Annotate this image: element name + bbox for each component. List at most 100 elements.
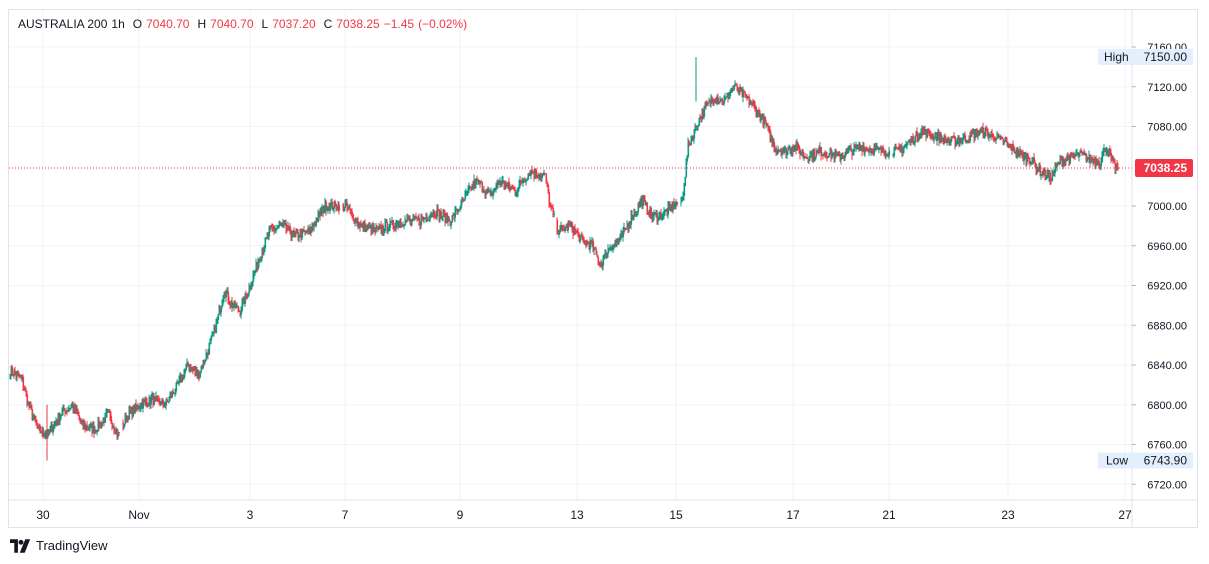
candle-5 bbox=[14, 366, 17, 376]
candle-968 bbox=[977, 130, 980, 141]
candle-622 bbox=[631, 209, 634, 222]
candle-33 bbox=[42, 426, 45, 439]
candle-831 bbox=[840, 153, 843, 165]
candle-1059 bbox=[1068, 154, 1071, 167]
candle-417 bbox=[426, 213, 429, 223]
candle-782 bbox=[791, 145, 794, 157]
candle-553 bbox=[562, 225, 565, 232]
tradingview-attribution[interactable]: TradingView bbox=[10, 538, 108, 553]
candle-75 bbox=[84, 420, 87, 433]
candle-890 bbox=[899, 144, 902, 153]
candle-232 bbox=[241, 298, 244, 313]
candle-893 bbox=[902, 146, 905, 157]
candle-590 bbox=[599, 261, 602, 268]
candle-391 bbox=[400, 217, 403, 229]
candle-695 bbox=[704, 101, 707, 109]
candle-497 bbox=[506, 182, 509, 188]
candle-298 bbox=[307, 224, 310, 235]
candle-562 bbox=[571, 221, 574, 233]
candle-190 bbox=[199, 371, 202, 379]
candle-314 bbox=[323, 205, 326, 214]
candle-12 bbox=[21, 374, 24, 382]
candle-428 bbox=[437, 204, 440, 211]
candle-819 bbox=[828, 153, 831, 158]
candle-681 bbox=[690, 135, 693, 146]
candle-999 bbox=[1008, 143, 1011, 149]
candle-231 bbox=[240, 306, 243, 319]
candle-318 bbox=[327, 206, 330, 214]
candle-860 bbox=[869, 145, 872, 153]
low-badge bbox=[1098, 452, 1193, 469]
candle-254 bbox=[263, 245, 266, 256]
candle-386 bbox=[395, 219, 398, 233]
candle-1082 bbox=[1091, 155, 1094, 163]
candle-466 bbox=[475, 177, 478, 189]
candle-266 bbox=[275, 227, 278, 234]
candle-869 bbox=[878, 147, 881, 154]
candle-966 bbox=[975, 128, 978, 137]
candle-998 bbox=[1007, 141, 1010, 149]
symbol-legend: AUSTRALIA 200 1h O 7040.70 H 7040.70 L 7037… bbox=[18, 17, 467, 31]
candle-115 bbox=[124, 413, 127, 427]
candle-71 bbox=[80, 417, 83, 425]
candle-780 bbox=[789, 145, 792, 155]
candle-233 bbox=[242, 296, 245, 307]
candle-339 bbox=[348, 204, 351, 210]
candle-884 bbox=[893, 146, 896, 159]
candle-909 bbox=[918, 132, 921, 142]
candle-579 bbox=[588, 241, 591, 251]
candle-764 bbox=[773, 138, 776, 153]
candle-1044 bbox=[1053, 169, 1056, 177]
candle-861 bbox=[870, 147, 873, 157]
candle-352 bbox=[361, 223, 364, 228]
candle-494 bbox=[503, 180, 506, 190]
candle-455 bbox=[464, 190, 467, 202]
candle-440 bbox=[449, 220, 452, 227]
candle-1068 bbox=[1077, 152, 1080, 158]
candle-401 bbox=[410, 218, 413, 227]
candle-516 bbox=[525, 179, 528, 186]
candle-169 bbox=[178, 375, 181, 387]
candle-354 bbox=[363, 220, 366, 232]
candle-96 bbox=[105, 408, 108, 418]
candle-631 bbox=[640, 195, 643, 207]
candle-439 bbox=[448, 215, 451, 222]
candle-121 bbox=[130, 406, 133, 415]
candle-39 bbox=[48, 429, 51, 437]
candle-714 bbox=[723, 95, 726, 106]
candle-693 bbox=[702, 108, 705, 119]
candle-139 bbox=[148, 394, 151, 406]
candle-56 bbox=[65, 407, 68, 414]
candle-117 bbox=[126, 415, 129, 423]
candle-425 bbox=[434, 213, 437, 219]
candle-630 bbox=[639, 198, 642, 208]
candle-1010 bbox=[1019, 146, 1022, 159]
candle-456 bbox=[465, 188, 468, 197]
candle-577 bbox=[586, 239, 589, 247]
candle-915 bbox=[924, 125, 927, 136]
candle-368 bbox=[377, 226, 380, 233]
candle-542 bbox=[551, 205, 554, 210]
candle-164 bbox=[173, 392, 176, 395]
candle-366 bbox=[375, 222, 378, 234]
candle-142 bbox=[151, 391, 154, 400]
candle-632 bbox=[641, 195, 644, 209]
price-axis[interactable]: 7160.007120.007080.007000.006960.006920.… bbox=[1098, 9, 1193, 528]
time-axis[interactable]: 30 Nov 3 7 9 13 15 17 21 23 27 bbox=[8, 499, 1198, 522]
candle-415 bbox=[424, 217, 427, 220]
candle-374 bbox=[383, 228, 386, 237]
candle-605 bbox=[614, 239, 617, 248]
candle-794 bbox=[803, 155, 806, 161]
candle-1007 bbox=[1016, 146, 1019, 160]
candle-430 bbox=[439, 210, 442, 223]
candle-716 bbox=[725, 96, 728, 100]
candle-120 bbox=[129, 405, 132, 414]
candle-381 bbox=[390, 220, 393, 223]
candle-905 bbox=[914, 135, 917, 147]
candle-528 bbox=[537, 172, 540, 179]
candle-270 bbox=[279, 220, 282, 226]
candle-447 bbox=[456, 208, 459, 215]
candle-685 bbox=[694, 123, 697, 134]
candle-696 bbox=[705, 100, 708, 110]
